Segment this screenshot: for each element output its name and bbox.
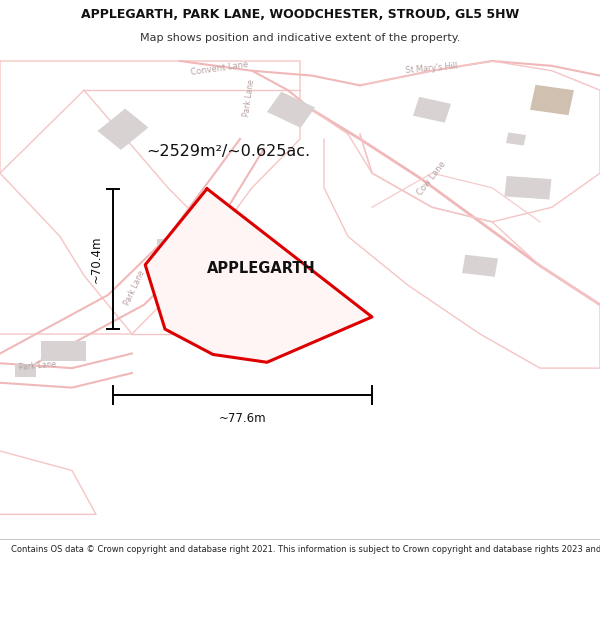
Bar <box>413 97 451 122</box>
Text: APPLEGARTH: APPLEGARTH <box>206 261 316 276</box>
Text: ~77.6m: ~77.6m <box>218 412 266 425</box>
Bar <box>98 109 148 150</box>
Bar <box>267 92 315 128</box>
Text: Park Lane: Park Lane <box>123 269 147 307</box>
Bar <box>157 239 179 253</box>
Bar <box>15 364 36 377</box>
Bar <box>505 176 551 199</box>
Bar <box>530 85 574 115</box>
Bar <box>506 132 526 146</box>
Bar <box>199 227 233 246</box>
Text: APPLEGARTH, PARK LANE, WOODCHESTER, STROUD, GL5 5HW: APPLEGARTH, PARK LANE, WOODCHESTER, STRO… <box>81 8 519 21</box>
Text: Cow Lane: Cow Lane <box>416 159 448 197</box>
Polygon shape <box>145 189 372 362</box>
Text: St Mary's Hill: St Mary's Hill <box>406 61 458 75</box>
Bar <box>462 255 498 277</box>
Text: Park Lane: Park Lane <box>18 359 56 372</box>
Bar <box>41 341 86 361</box>
Text: Map shows position and indicative extent of the property.: Map shows position and indicative extent… <box>140 33 460 44</box>
Text: ~2529m²/~0.625ac.: ~2529m²/~0.625ac. <box>146 144 310 159</box>
Text: Contains OS data © Crown copyright and database right 2021. This information is : Contains OS data © Crown copyright and d… <box>11 545 600 554</box>
Text: Park Lane: Park Lane <box>242 78 256 117</box>
Text: ~70.4m: ~70.4m <box>89 235 103 282</box>
Text: Convent Lane: Convent Lane <box>190 60 248 77</box>
